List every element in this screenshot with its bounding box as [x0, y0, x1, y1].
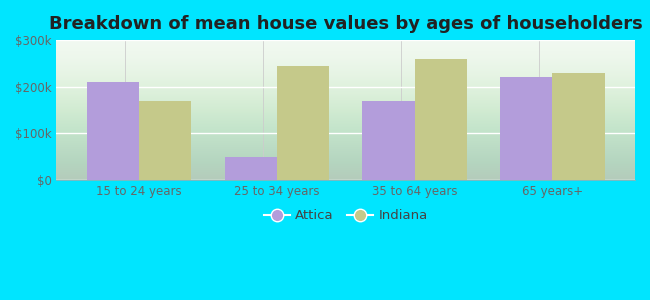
Bar	[224, 157, 277, 180]
Bar	[500, 77, 552, 180]
Bar	[415, 59, 467, 180]
Title: Breakdown of mean house values by ages of householders: Breakdown of mean house values by ages o…	[49, 15, 643, 33]
Legend: Attica, Indiana: Attica, Indiana	[259, 206, 432, 226]
Bar	[552, 73, 604, 180]
Bar	[362, 101, 415, 180]
Bar	[277, 66, 329, 180]
Bar	[87, 82, 139, 180]
Bar	[139, 101, 192, 180]
